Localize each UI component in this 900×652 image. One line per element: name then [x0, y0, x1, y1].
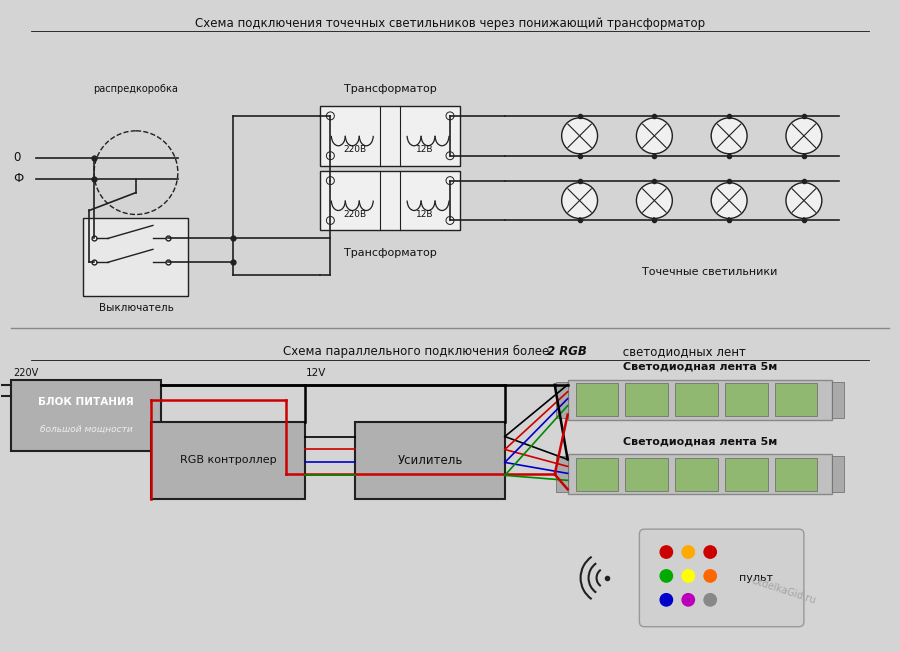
FancyBboxPatch shape [626, 383, 668, 417]
Circle shape [704, 594, 716, 606]
Text: Усилитель: Усилитель [398, 454, 463, 467]
Circle shape [636, 183, 672, 218]
Text: Трансформатор: Трансформатор [344, 248, 436, 258]
FancyBboxPatch shape [555, 382, 568, 418]
Circle shape [562, 183, 598, 218]
Text: OtdelkaGid.ru: OtdelkaGid.ru [751, 576, 817, 606]
Circle shape [704, 546, 716, 558]
Text: светодиодных лент: светодиодных лент [619, 346, 746, 359]
Text: большой мощности: большой мощности [40, 425, 132, 434]
Text: Ф: Ф [14, 172, 23, 185]
FancyBboxPatch shape [675, 458, 717, 491]
Circle shape [711, 183, 747, 218]
Circle shape [786, 183, 822, 218]
FancyBboxPatch shape [12, 379, 161, 451]
Text: Схема параллельного подключения более: Схема параллельного подключения более [283, 346, 553, 359]
Text: 220В: 220В [344, 210, 367, 219]
FancyBboxPatch shape [356, 422, 505, 499]
Circle shape [660, 546, 672, 558]
FancyBboxPatch shape [568, 454, 832, 494]
Text: 12В: 12В [417, 145, 434, 155]
Text: 220V: 220V [14, 368, 39, 378]
Circle shape [682, 570, 695, 582]
FancyBboxPatch shape [675, 383, 717, 417]
FancyBboxPatch shape [151, 422, 305, 499]
Circle shape [660, 570, 672, 582]
Circle shape [636, 118, 672, 154]
Circle shape [660, 594, 672, 606]
Circle shape [704, 570, 716, 582]
Text: Светодиодная лента 5м: Светодиодная лента 5м [623, 436, 777, 447]
Text: Светодиодная лента 5м: Светодиодная лента 5м [623, 362, 777, 372]
Text: 12V: 12V [305, 368, 326, 378]
FancyBboxPatch shape [576, 383, 618, 417]
FancyBboxPatch shape [576, 458, 618, 491]
Circle shape [711, 118, 747, 154]
Text: Схема подключения точечных светильников через понижающий трансформатор: Схема подключения точечных светильников … [195, 17, 705, 30]
FancyBboxPatch shape [832, 382, 844, 418]
FancyBboxPatch shape [725, 383, 768, 417]
Text: распредкоробка: распредкоробка [94, 84, 178, 94]
Circle shape [682, 546, 695, 558]
FancyBboxPatch shape [775, 383, 817, 417]
Circle shape [786, 118, 822, 154]
FancyBboxPatch shape [83, 218, 188, 296]
Text: Трансформатор: Трансформатор [344, 84, 436, 94]
FancyBboxPatch shape [555, 456, 568, 492]
FancyBboxPatch shape [639, 529, 804, 627]
FancyBboxPatch shape [832, 456, 844, 492]
Text: 2 RGB: 2 RGB [546, 346, 587, 359]
Circle shape [682, 594, 695, 606]
Text: БЛОК ПИТАНИЯ: БЛОК ПИТАНИЯ [39, 396, 134, 407]
Text: 0: 0 [14, 151, 21, 164]
Text: RGB контроллер: RGB контроллер [180, 456, 276, 466]
FancyBboxPatch shape [775, 458, 817, 491]
FancyBboxPatch shape [568, 379, 832, 420]
Text: Точечные светильники: Точечные светильники [642, 267, 777, 277]
FancyBboxPatch shape [320, 106, 460, 166]
Text: Выключатель: Выключатель [98, 303, 174, 313]
Text: 12В: 12В [417, 210, 434, 219]
Circle shape [562, 118, 598, 154]
FancyBboxPatch shape [626, 458, 668, 491]
Text: пульт: пульт [739, 573, 773, 583]
FancyBboxPatch shape [725, 458, 768, 491]
FancyBboxPatch shape [320, 171, 460, 230]
Text: 220В: 220В [344, 145, 367, 155]
